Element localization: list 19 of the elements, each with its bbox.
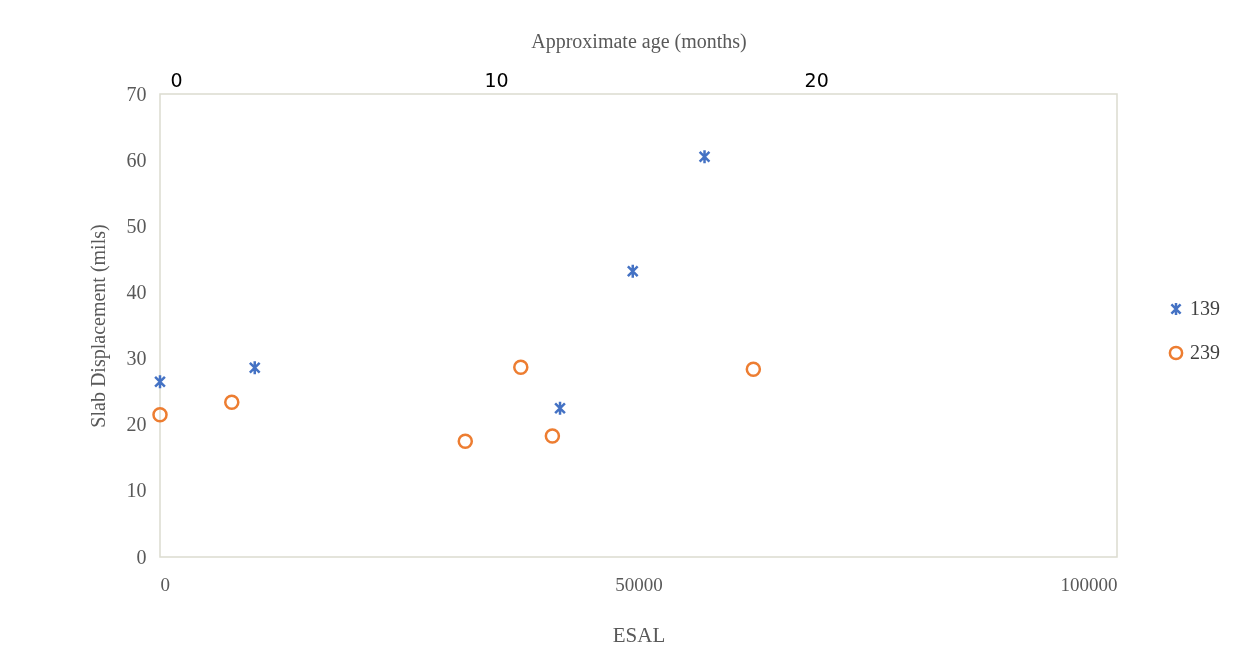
y-tick-label: 20 [126,413,147,436]
x2-tick-label: 20 [804,68,829,91]
x-tick-label: 0 [160,573,170,595]
y-tick-label: 10 [126,479,147,502]
y-tick-label: 70 [126,82,147,105]
y-tick-label: 60 [126,148,147,171]
y-tick-label: 0 [136,545,147,568]
x2-tick-label: 0 [170,68,183,91]
x2-axis-title: Approximate age (months) [531,29,747,53]
x-tick-label: 100000 [1060,573,1118,595]
x-axis-title: ESAL [612,622,666,647]
legend-label: 239 [1190,341,1220,363]
y-tick-label: 40 [126,280,147,303]
y-tick-label: 50 [126,214,147,237]
legend-label: 139 [1190,297,1220,319]
x2-tick-label: 10 [484,68,509,91]
x-tick-label: 50000 [615,573,663,595]
y-axis-title: Slab Displacement (mils) [86,224,110,428]
y-tick-label: 30 [126,347,147,370]
